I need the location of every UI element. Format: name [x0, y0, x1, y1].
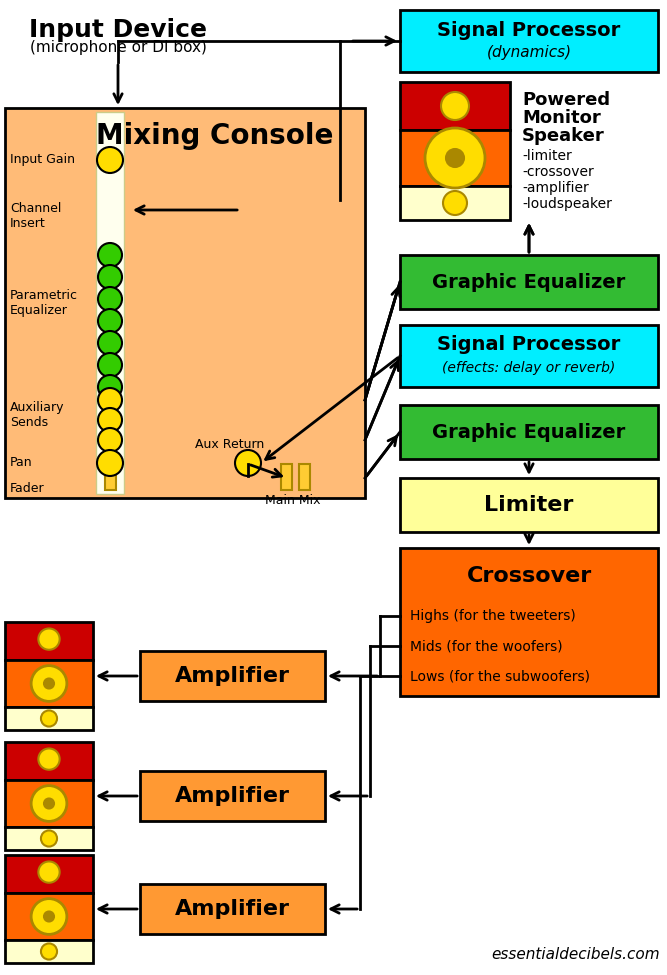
Circle shape — [39, 749, 59, 769]
Text: Monitor: Monitor — [522, 109, 601, 127]
Text: Amplifier: Amplifier — [175, 666, 290, 686]
FancyBboxPatch shape — [400, 255, 658, 309]
FancyBboxPatch shape — [400, 405, 658, 459]
Text: Fader: Fader — [10, 482, 45, 494]
Text: Mixing Console: Mixing Console — [96, 122, 334, 150]
Text: Input Device: Input Device — [29, 18, 207, 42]
Text: Limiter: Limiter — [484, 495, 574, 515]
Text: Main Mix: Main Mix — [265, 493, 321, 506]
Text: Mids (for the woofers): Mids (for the woofers) — [410, 639, 563, 653]
Text: Speaker: Speaker — [522, 127, 605, 145]
FancyBboxPatch shape — [400, 325, 658, 387]
Circle shape — [235, 450, 261, 476]
FancyBboxPatch shape — [400, 82, 510, 130]
Text: (microphone or DI box): (microphone or DI box) — [29, 40, 207, 55]
FancyBboxPatch shape — [5, 940, 93, 963]
Text: Graphic Equalizer: Graphic Equalizer — [432, 272, 626, 292]
Text: -loudspeaker: -loudspeaker — [522, 197, 612, 211]
Circle shape — [98, 243, 122, 267]
FancyBboxPatch shape — [5, 893, 93, 940]
Circle shape — [98, 309, 122, 333]
Circle shape — [97, 147, 123, 173]
Circle shape — [44, 679, 54, 688]
Circle shape — [41, 711, 57, 726]
Circle shape — [441, 92, 469, 120]
FancyBboxPatch shape — [5, 742, 93, 780]
FancyBboxPatch shape — [140, 884, 325, 934]
FancyBboxPatch shape — [5, 707, 93, 730]
FancyBboxPatch shape — [400, 130, 510, 186]
Text: Signal Processor: Signal Processor — [438, 335, 620, 355]
Text: (effects: delay or reverb): (effects: delay or reverb) — [442, 361, 616, 375]
Circle shape — [44, 799, 54, 808]
Text: Parametric
Equalizer: Parametric Equalizer — [10, 289, 78, 317]
Circle shape — [98, 428, 122, 452]
Circle shape — [98, 408, 122, 432]
Circle shape — [98, 287, 122, 311]
Text: Signal Processor: Signal Processor — [438, 20, 620, 40]
Circle shape — [446, 149, 464, 167]
FancyBboxPatch shape — [281, 464, 292, 490]
FancyBboxPatch shape — [400, 548, 658, 696]
FancyBboxPatch shape — [105, 464, 116, 490]
FancyBboxPatch shape — [140, 771, 325, 821]
Circle shape — [39, 629, 59, 649]
FancyBboxPatch shape — [5, 622, 93, 660]
Circle shape — [44, 912, 54, 921]
FancyBboxPatch shape — [5, 780, 93, 827]
Text: Input Gain: Input Gain — [10, 153, 75, 167]
Text: Auxiliary
Sends: Auxiliary Sends — [10, 401, 65, 429]
Circle shape — [97, 450, 123, 476]
Circle shape — [98, 353, 122, 377]
Text: Graphic Equalizer: Graphic Equalizer — [432, 422, 626, 442]
Circle shape — [98, 331, 122, 355]
Text: Highs (for the tweeters): Highs (for the tweeters) — [410, 609, 576, 623]
Text: -limiter: -limiter — [522, 149, 572, 163]
Text: Amplifier: Amplifier — [175, 899, 290, 919]
FancyBboxPatch shape — [5, 108, 365, 498]
Text: essentialdecibels.com: essentialdecibels.com — [492, 947, 660, 962]
FancyBboxPatch shape — [299, 464, 310, 490]
Text: (dynamics): (dynamics) — [486, 46, 572, 60]
FancyBboxPatch shape — [400, 10, 658, 72]
Circle shape — [31, 899, 67, 934]
Text: Pan: Pan — [10, 456, 33, 470]
Circle shape — [443, 191, 467, 215]
Text: Amplifier: Amplifier — [175, 786, 290, 806]
Circle shape — [41, 944, 57, 959]
FancyBboxPatch shape — [5, 660, 93, 707]
FancyBboxPatch shape — [5, 827, 93, 850]
Text: Aux Return: Aux Return — [195, 439, 265, 451]
FancyBboxPatch shape — [140, 651, 325, 701]
Circle shape — [98, 388, 122, 412]
FancyBboxPatch shape — [5, 855, 93, 893]
Circle shape — [41, 831, 57, 846]
Text: Lows (for the subwoofers): Lows (for the subwoofers) — [410, 669, 590, 683]
Circle shape — [31, 786, 67, 821]
Text: Channel
Insert: Channel Insert — [10, 202, 61, 230]
FancyBboxPatch shape — [400, 186, 510, 220]
Circle shape — [31, 666, 67, 701]
Text: Powered: Powered — [522, 91, 610, 109]
Circle shape — [39, 862, 59, 882]
Circle shape — [425, 128, 485, 188]
FancyBboxPatch shape — [96, 112, 124, 494]
Text: -crossover: -crossover — [522, 165, 594, 179]
Text: -amplifier: -amplifier — [522, 181, 589, 195]
Circle shape — [98, 265, 122, 289]
FancyBboxPatch shape — [400, 478, 658, 532]
Text: Crossover: Crossover — [466, 566, 592, 586]
Circle shape — [98, 375, 122, 399]
